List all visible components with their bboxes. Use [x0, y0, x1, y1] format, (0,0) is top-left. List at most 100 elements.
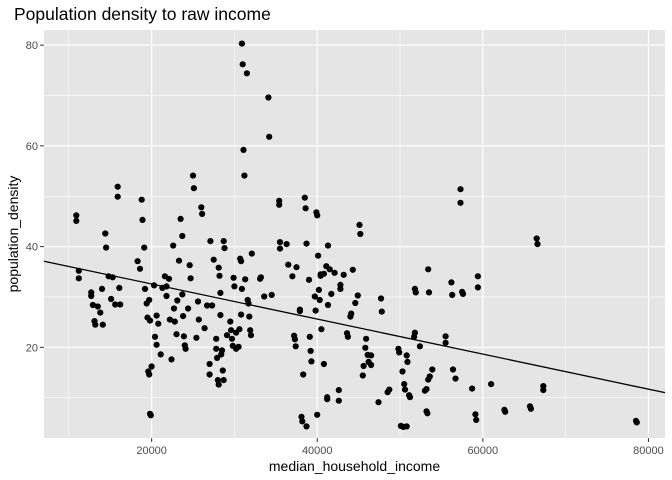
data-point	[296, 308, 303, 315]
data-point	[425, 289, 433, 296]
data-point	[429, 366, 436, 373]
data-point	[102, 230, 109, 237]
data-point	[474, 273, 481, 280]
data-point	[406, 394, 414, 401]
data-point	[114, 183, 121, 190]
data-point	[179, 291, 186, 298]
data-point	[180, 333, 187, 340]
data-point	[114, 193, 121, 200]
data-point	[360, 362, 367, 370]
data-point	[416, 343, 423, 350]
data-point	[238, 258, 245, 265]
data-point	[238, 285, 245, 292]
data-point	[324, 396, 331, 403]
data-point	[311, 293, 318, 300]
data-point	[190, 185, 197, 192]
data-point	[186, 262, 193, 269]
data-point	[153, 341, 160, 348]
data-point	[247, 327, 254, 334]
y-tick-label: 60	[26, 141, 38, 153]
data-point	[97, 309, 104, 316]
data-point	[315, 286, 322, 293]
data-point	[215, 264, 222, 271]
data-point	[305, 276, 313, 283]
data-point	[199, 210, 206, 217]
data-point	[335, 397, 342, 404]
data-point	[112, 301, 119, 308]
data-point	[175, 257, 183, 264]
data-point	[303, 423, 310, 430]
data-point	[182, 345, 189, 352]
data-point	[108, 295, 115, 303]
data-point	[404, 358, 411, 365]
y-tick-label: 20	[26, 342, 38, 354]
y-axis-ticks: 20 40 60 80	[26, 40, 44, 354]
data-point	[320, 270, 327, 277]
data-point	[89, 301, 96, 309]
data-point	[261, 293, 268, 300]
minor-gridlines	[44, 30, 665, 438]
data-point	[403, 352, 410, 359]
data-point	[300, 371, 307, 378]
data-point	[469, 385, 476, 392]
data-point	[103, 244, 110, 251]
data-point	[534, 241, 541, 248]
data-point	[148, 363, 155, 370]
x-tick-label: 60000	[468, 445, 499, 457]
data-point	[291, 336, 298, 343]
data-point	[452, 375, 459, 382]
data-point	[326, 266, 333, 273]
data-point	[306, 333, 313, 340]
data-point	[527, 405, 535, 412]
plot-panel	[44, 30, 665, 438]
y-axis-title: population_density	[5, 176, 21, 293]
data-point	[424, 410, 431, 417]
data-point	[257, 274, 264, 281]
data-point	[377, 295, 385, 302]
data-point	[303, 240, 310, 247]
data-point	[403, 423, 410, 430]
data-point	[166, 316, 173, 323]
data-point	[242, 276, 249, 283]
data-point	[363, 335, 370, 342]
data-point	[238, 40, 245, 47]
data-point	[206, 371, 213, 378]
data-point	[502, 408, 509, 415]
data-point	[349, 266, 356, 273]
data-point	[207, 238, 214, 245]
data-point	[155, 320, 162, 327]
data-point	[268, 291, 275, 298]
data-point	[73, 217, 80, 224]
data-point	[285, 261, 292, 268]
data-point	[141, 285, 149, 292]
data-point	[633, 419, 640, 426]
data-point	[75, 275, 82, 282]
data-point	[170, 305, 178, 312]
data-point	[146, 371, 153, 378]
data-point	[459, 290, 467, 297]
data-point	[73, 212, 80, 219]
data-point	[138, 196, 145, 203]
data-point	[216, 272, 223, 279]
data-point	[276, 245, 284, 252]
data-point	[238, 311, 245, 318]
data-point	[179, 232, 186, 240]
data-point	[153, 312, 160, 319]
data-point	[227, 318, 234, 325]
data-point	[359, 372, 366, 379]
data-point	[426, 373, 433, 380]
data-point	[185, 305, 192, 312]
data-point	[449, 366, 457, 373]
data-point	[241, 172, 248, 179]
data-point	[215, 381, 222, 388]
data-point	[315, 252, 322, 259]
data-point	[473, 416, 480, 423]
data-point	[533, 235, 540, 242]
data-point	[457, 199, 464, 206]
data-point	[219, 367, 226, 374]
data-point	[308, 358, 315, 365]
data-point	[228, 335, 236, 342]
data-point	[180, 313, 187, 320]
data-point	[209, 302, 216, 309]
